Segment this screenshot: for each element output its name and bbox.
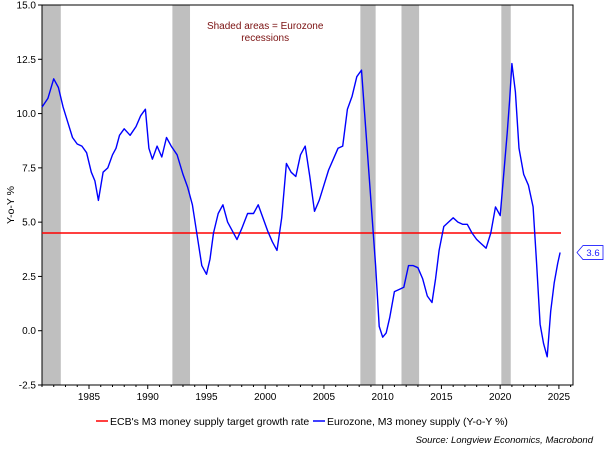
y-tick-label: 12.5 <box>17 55 37 66</box>
y-tick-label: 15.0 <box>17 1 37 12</box>
callout-box <box>576 245 604 260</box>
series-group <box>41 62 561 358</box>
callout-value: 3.6 <box>586 248 599 259</box>
legend-target-label: ECB's M3 money supply target growth rate <box>110 416 309 428</box>
x-tick-label: 1990 <box>137 392 160 403</box>
annotation-line-1: Shaded areas = Eurozone <box>207 21 324 32</box>
x-tick-label: 1995 <box>195 392 218 403</box>
recession-band-4 <box>401 5 420 385</box>
last-value-callout: 3.6 <box>576 245 604 260</box>
x-tick-label: 2000 <box>254 392 277 403</box>
annotation-line-2: recessions <box>241 33 289 44</box>
legend-series-label: Eurozone, M3 money supply (Y-o-Y %) <box>327 416 508 428</box>
y-tick-label: 7.5 <box>22 163 36 174</box>
y-tick-label: 0.0 <box>22 326 36 337</box>
x-tick-label: 2010 <box>372 392 395 403</box>
recession-band-5 <box>501 5 511 385</box>
recession-band-2 <box>172 5 191 385</box>
y-tick-label: 5.0 <box>22 218 36 229</box>
y-tick-label: 2.5 <box>22 272 36 283</box>
y-tick-label: -2.5 <box>19 381 37 392</box>
plot-frame <box>41 4 574 386</box>
annotation-group: Shaded areas = Eurozone recessions <box>207 21 324 44</box>
recession-band-1 <box>42 5 61 385</box>
legend: ECB's M3 money supply target growth rate… <box>96 416 508 428</box>
y-axis-label-group: Y-o-Y % <box>5 186 17 224</box>
source-text: Source: Longview Economics, Macrobond <box>416 435 594 446</box>
series-line-m3 <box>41 62 561 358</box>
x-tick-label: 1985 <box>78 392 101 403</box>
x-tick-label: 2005 <box>313 392 336 403</box>
recession-band-3 <box>360 5 376 385</box>
y-tick-label: 10.0 <box>17 109 37 120</box>
recession-bands <box>42 5 511 385</box>
plot-border <box>41 4 574 386</box>
y-axis-label: Y-o-Y % <box>5 186 17 224</box>
x-tick-label: 2020 <box>489 392 512 403</box>
x-tick-label: 2025 <box>548 392 571 403</box>
x-tick-label: 2015 <box>430 392 453 403</box>
axes: -2.5 0.0 2.5 5.0 7.5 10.0 12.5 15.0 1985 1990 1995… <box>17 1 572 403</box>
